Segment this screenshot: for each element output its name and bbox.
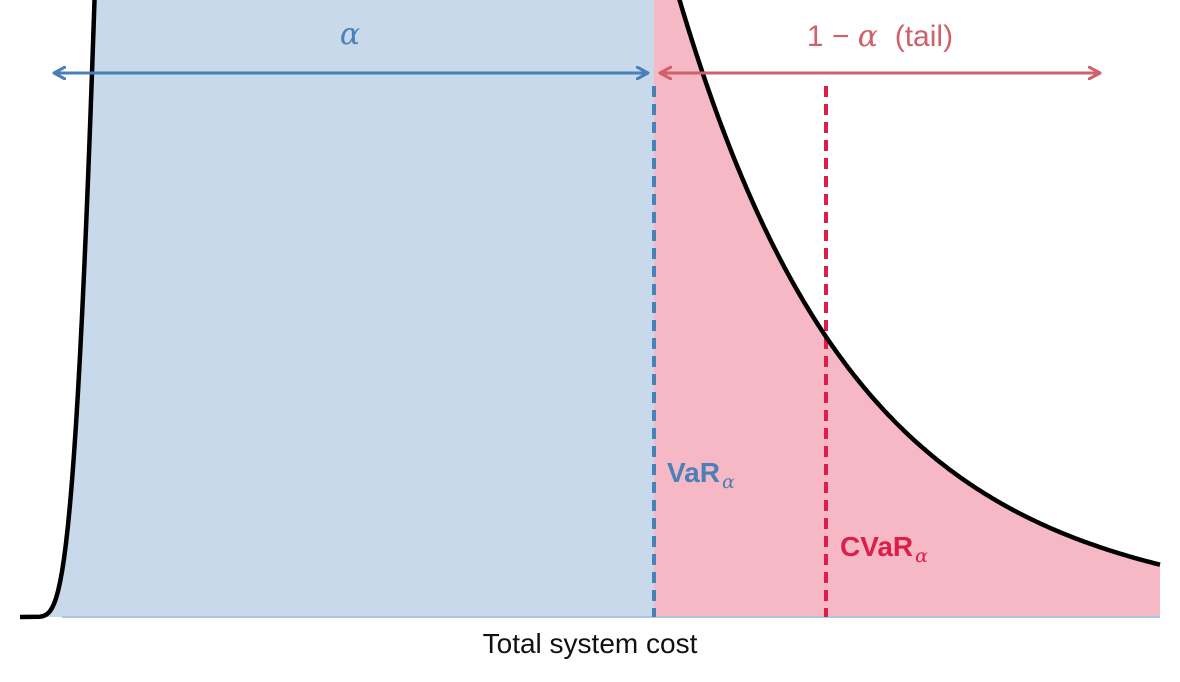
var-label-main: VaR [667, 457, 720, 488]
var-label: VaR α [667, 457, 735, 493]
tail-label-suffix: (tail) [878, 20, 953, 53]
tail-label: 1 − α (tail) [807, 19, 953, 54]
alpha-region-fill [40, 0, 654, 617]
alpha-label: α [340, 17, 360, 52]
tail-label-prefix: 1 − [807, 20, 858, 53]
cvar-label: CVaR α [840, 531, 928, 567]
tail-label-alpha: α [858, 19, 878, 54]
density-curve [19, 0, 1161, 620]
tail-region-fill [654, 0, 1160, 617]
x-axis-label: Total system cost [483, 628, 698, 659]
cvar-label-main: CVaR [840, 531, 913, 562]
cvar-label-sub: α [915, 545, 928, 567]
var-label-sub: α [722, 471, 735, 493]
